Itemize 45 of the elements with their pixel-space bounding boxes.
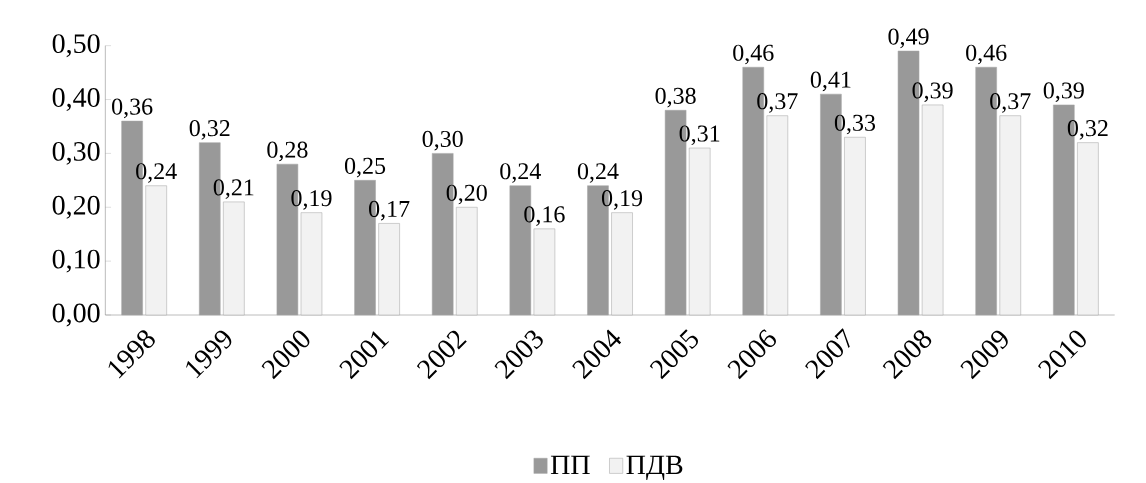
- data-label: 0,38: [655, 87, 696, 108]
- legend-label: ПП: [550, 455, 590, 474]
- y-tick-label: 0,50: [52, 34, 100, 58]
- bar: [844, 136, 866, 316]
- data-label: 0,24: [500, 163, 541, 183]
- data-label: 0,31: [679, 125, 720, 146]
- data-label: 0,24: [136, 163, 177, 183]
- bar: [145, 185, 167, 316]
- data-label: 0,39: [912, 82, 953, 102]
- data-label: 0,19: [601, 190, 643, 210]
- bar: [1077, 142, 1099, 316]
- data-label: 0,24: [577, 163, 619, 183]
- data-label: 0,20: [446, 184, 487, 205]
- data-label: 0,21: [213, 179, 254, 199]
- data-label: 0,28: [267, 141, 308, 162]
- data-label: 0,39: [1043, 82, 1084, 102]
- data-label: 0,32: [189, 120, 230, 140]
- y-tick-label: 0,40: [52, 88, 100, 111]
- data-label: 0,30: [422, 130, 463, 151]
- data-label: 0,19: [291, 190, 332, 210]
- bar: [223, 201, 245, 316]
- data-label: 0,46: [733, 44, 774, 65]
- data-label: 0,37: [757, 93, 798, 113]
- data-label: 0,49: [888, 28, 929, 49]
- data-label: 0,32: [1067, 120, 1108, 140]
- data-label: 0,16: [524, 206, 565, 226]
- legend-label: ПДВ: [626, 455, 683, 480]
- y-tick-label: 0,00: [52, 303, 100, 327]
- y-tick-label: 0,30: [52, 141, 100, 165]
- data-label: 0,17: [369, 200, 410, 221]
- bar: [533, 228, 556, 316]
- bar: [688, 147, 711, 316]
- bar: [611, 212, 633, 316]
- bar: [999, 115, 1021, 316]
- bar: [766, 115, 789, 316]
- data-label: 0,33: [834, 114, 876, 135]
- data-label: 0,37: [990, 93, 1031, 113]
- y-tick-label: 0,20: [52, 195, 100, 219]
- bar: [456, 207, 478, 316]
- data-label: 0,41: [810, 71, 851, 92]
- data-label: 0,36: [112, 98, 153, 119]
- bar: [378, 223, 400, 316]
- data-label: 0,25: [344, 157, 386, 178]
- y-tick-label: 0,10: [52, 249, 100, 273]
- data-label: 0,46: [966, 44, 1007, 65]
